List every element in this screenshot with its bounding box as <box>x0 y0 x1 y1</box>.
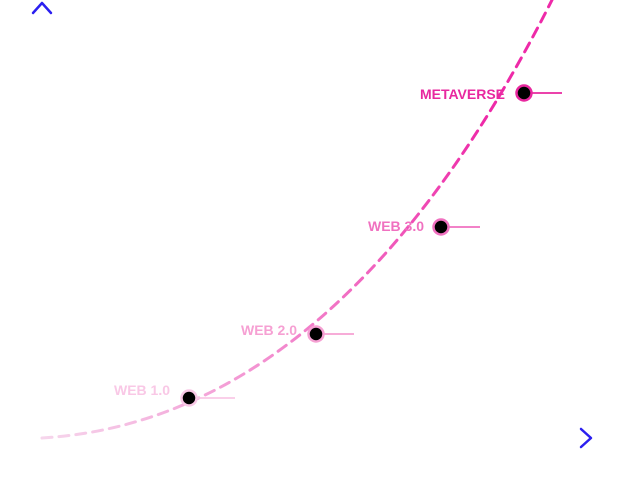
stage-web2-dot <box>307 325 325 343</box>
stage-web1-dot <box>180 389 198 407</box>
stage-web3-label: WEB 3.0 <box>368 218 424 234</box>
growth-curve <box>40 0 554 440</box>
stage-web2: WEB 2.0 <box>241 322 354 343</box>
stage-web3: WEB 3.0 <box>368 218 480 236</box>
stage-web3-dot <box>432 218 450 236</box>
stage-web2-label: WEB 2.0 <box>241 322 297 338</box>
stage-metaverse: METAVERSE <box>420 84 562 102</box>
stage-metaverse-label: METAVERSE <box>420 86 505 102</box>
y-axis-arrowhead <box>31 1 53 15</box>
stage-web1-label: WEB 1.0 <box>114 382 170 398</box>
stage-web1: WEB 1.0 <box>114 382 235 407</box>
x-axis-arrowhead <box>579 427 593 449</box>
stage-metaverse-dot <box>515 84 533 102</box>
